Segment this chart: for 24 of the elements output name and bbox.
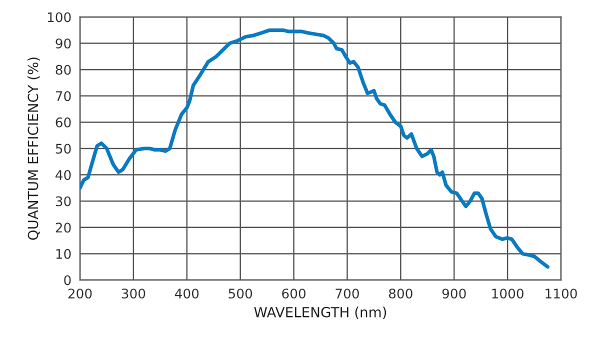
- y-tick-label: 50: [56, 144, 71, 154]
- y-tick-label: 60: [56, 117, 71, 128]
- y-axis-title: QUANTUM EFFICIENCY (%): [28, 58, 40, 240]
- y-tick-label: 40: [56, 170, 71, 180]
- x-tick-label: 1100: [546, 288, 577, 299]
- y-tick-label: 0: [64, 275, 71, 286]
- x-tick-label: 200: [68, 288, 92, 299]
- x-tick-label: 400: [174, 288, 199, 299]
- x-tick-label: 600: [282, 288, 306, 299]
- y-tick-label: 70: [56, 91, 71, 102]
- y-tick-label: 90: [56, 38, 71, 48]
- y-tick-label: 30: [56, 196, 71, 206]
- y-tick-label: 100: [48, 12, 71, 22]
- x-tick-label: 800: [388, 288, 412, 299]
- x-tick-label: 500: [228, 288, 252, 299]
- x-tick-label: 300: [122, 288, 146, 299]
- x-tick-label: 900: [442, 288, 466, 299]
- x-tick-label: 1000: [492, 288, 524, 299]
- line-series: [80, 28, 550, 269]
- y-tick-label: 20: [56, 222, 71, 233]
- x-tick-label: 700: [336, 288, 359, 299]
- x-axis-title: WAVELENGTH (nm): [254, 306, 386, 320]
- y-tick-label: 80: [56, 64, 71, 75]
- y-tick-label: 10: [56, 248, 71, 259]
